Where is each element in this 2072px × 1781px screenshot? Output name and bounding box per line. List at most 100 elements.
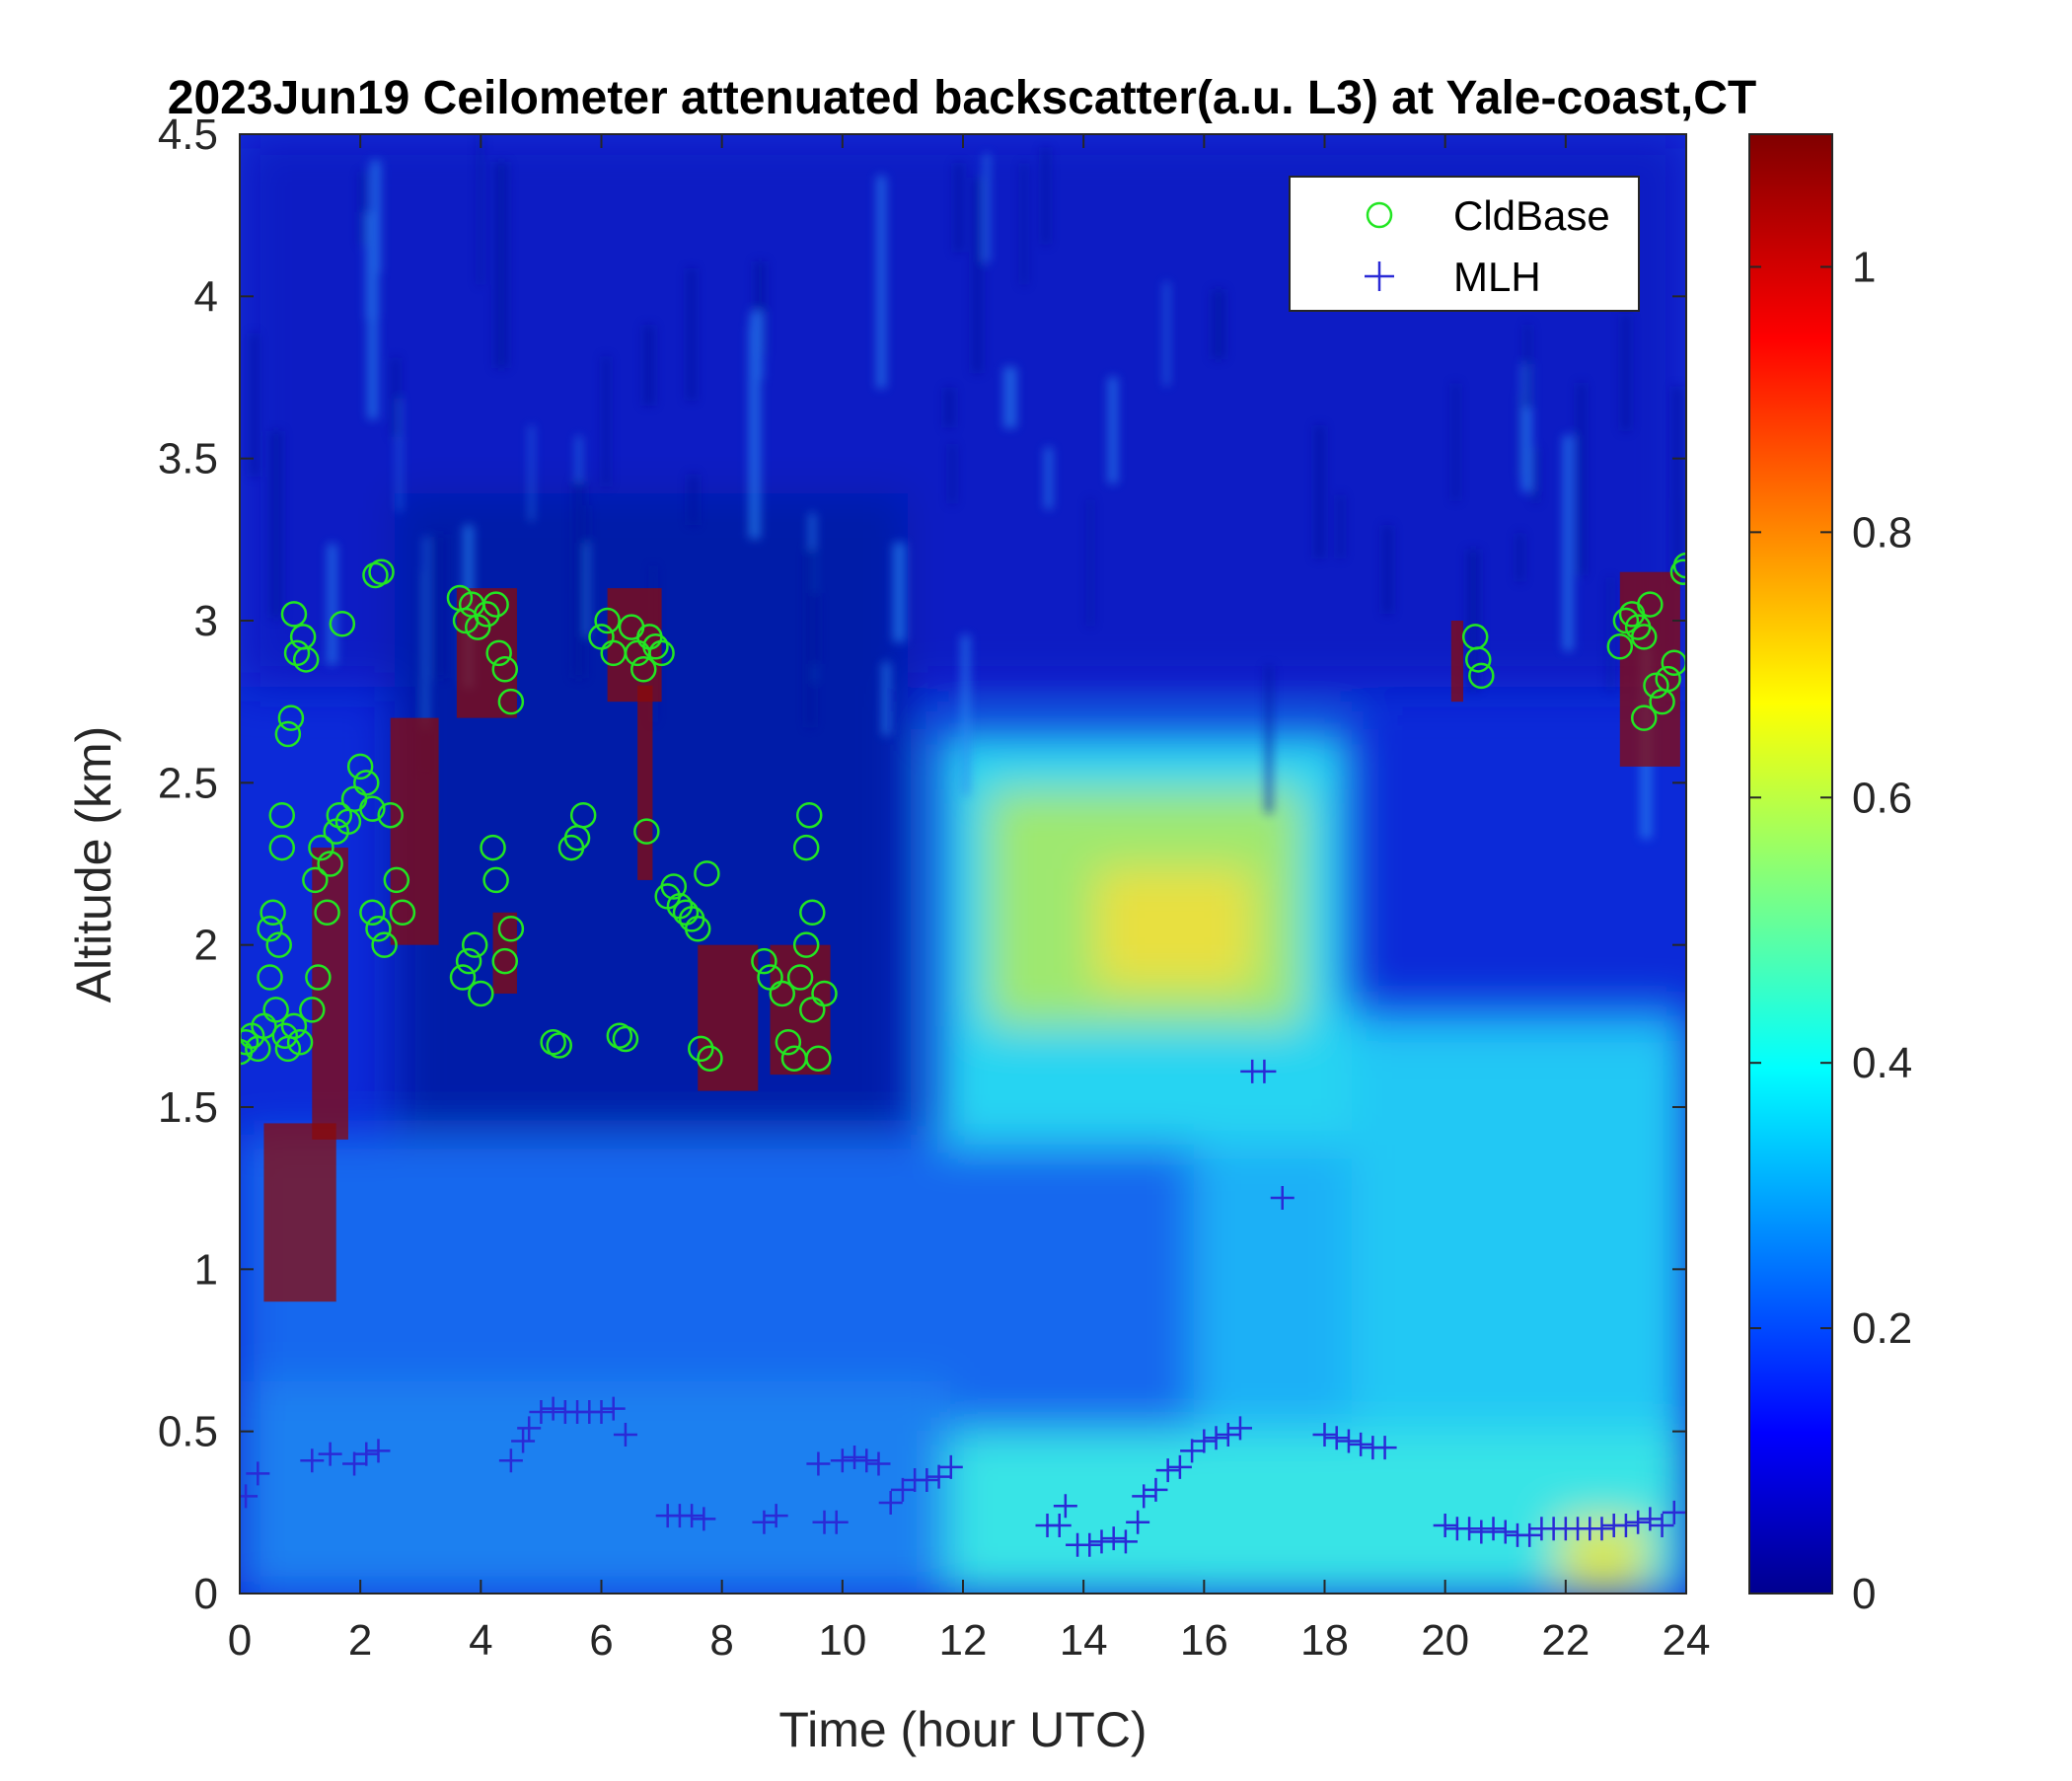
heatmap-streak — [1607, 577, 1613, 691]
cldbase-point — [308, 834, 334, 861]
mlh-point — [342, 1451, 367, 1476]
cldbase-point — [786, 964, 814, 991]
heatmap-streak — [1466, 549, 1480, 691]
heatmap-streak — [805, 549, 815, 728]
x-tick-label: 4 — [469, 1616, 492, 1665]
heatmap-surface-morning — [240, 1381, 950, 1594]
cldbase-point — [633, 818, 660, 845]
heatmap-streak — [1577, 382, 1586, 576]
cldbase-point — [455, 947, 482, 975]
y-tick-label: 0.5 — [158, 1408, 218, 1456]
cldbase-point — [648, 639, 675, 667]
x-tick-label: 24 — [1663, 1616, 1711, 1665]
mlh-point — [246, 1461, 270, 1486]
cldbase-point — [449, 964, 477, 991]
cldbase-point — [1630, 624, 1658, 650]
heatmap-streak — [1532, 448, 1539, 503]
heatmap-streak — [882, 662, 891, 736]
heatmap-streak — [478, 134, 483, 285]
cldbase-point — [377, 801, 404, 829]
mlh-point — [806, 1451, 831, 1476]
y-tick-label: 1.5 — [158, 1083, 218, 1132]
heatmap-streak — [1520, 363, 1532, 492]
cldbase-point — [268, 801, 296, 829]
cldbase-point — [283, 639, 311, 667]
heatmap-streak — [1524, 324, 1531, 408]
cldbase-point — [461, 931, 488, 958]
heatmap-streak — [892, 542, 907, 642]
x-tick-label: 12 — [939, 1616, 988, 1665]
cldbase-point — [299, 997, 326, 1023]
cldbase-point — [346, 753, 374, 780]
colorbar-tick-label: 0.4 — [1852, 1039, 1912, 1087]
heatmap-streak — [1003, 367, 1017, 428]
cldbase-point — [694, 860, 720, 887]
mlh-point — [1517, 1522, 1542, 1547]
heatmap-streak — [748, 326, 761, 540]
mlh-point — [589, 1399, 614, 1424]
cldbase-point — [1468, 662, 1495, 690]
cldbase-point — [305, 964, 332, 991]
x-tick-label: 0 — [228, 1616, 252, 1665]
x-axis: 0 2 4 6 8 10 12 14 16 18 20 22 24 — [228, 134, 1711, 1665]
heatmap-streak — [1314, 425, 1325, 559]
cldbase-point — [660, 873, 688, 900]
cldbase-point — [546, 1032, 572, 1059]
chart-title: 2023Jun19 Ceilometer attenuated backscat… — [168, 72, 1756, 124]
backscatter-heatmap — [240, 134, 1686, 1594]
cldbase-point — [497, 688, 525, 715]
heatmap-streak — [494, 162, 509, 369]
legend-mlh-marker — [1365, 261, 1394, 291]
heatmap-streak — [423, 536, 428, 728]
heatmap-streak — [367, 302, 379, 419]
x-tick-label: 18 — [1300, 1616, 1349, 1665]
mlh-point — [1132, 1484, 1156, 1509]
mlh-point — [692, 1507, 716, 1531]
mlh-point — [511, 1429, 536, 1453]
mlh-point — [854, 1448, 879, 1473]
mlh-point — [890, 1477, 915, 1502]
heatmap-streak — [327, 544, 337, 665]
cldbase-point — [769, 980, 795, 1007]
cldbase-point — [795, 801, 823, 829]
cldbase-point — [271, 1022, 299, 1049]
heatmap-streak — [954, 163, 964, 253]
mlh-point — [1227, 1416, 1252, 1441]
cldbase-point — [497, 915, 525, 942]
legend-cldbase-label: CldBase — [1453, 192, 1610, 239]
mlh-point — [843, 1445, 867, 1469]
x-tick-label: 16 — [1180, 1616, 1228, 1665]
heatmap-streak — [1452, 383, 1459, 501]
cldbase-point — [326, 801, 353, 829]
cldbase-point — [491, 947, 519, 975]
cldbase-point — [480, 834, 506, 861]
colorbar-tick-label: 0.2 — [1852, 1304, 1912, 1353]
cloud-return — [1450, 621, 1463, 703]
cldbase-point — [1672, 552, 1686, 579]
y-tick-label: 2 — [194, 922, 218, 970]
heatmap-streak — [688, 474, 699, 526]
mlh-point — [1457, 1517, 1482, 1541]
cldbase-point — [792, 834, 820, 861]
heatmap-streak — [602, 356, 610, 486]
cldbase-point — [259, 899, 286, 927]
y-tick-label: 0 — [194, 1570, 218, 1618]
cldbase-point — [642, 633, 669, 660]
cldbase-point — [775, 1029, 802, 1056]
mlh-point — [1053, 1494, 1077, 1519]
heatmap-streak — [1563, 435, 1574, 651]
cldbase-point — [1669, 558, 1686, 585]
cldbase-point — [482, 866, 509, 894]
colorbar-tick-label: 0.6 — [1852, 774, 1912, 822]
mlh-point — [1155, 1458, 1180, 1483]
colorbar-gradient — [1748, 133, 1833, 1595]
mlh-point — [1336, 1429, 1361, 1453]
cldbase-point — [474, 601, 500, 628]
heatmap-streak — [1108, 377, 1118, 484]
cloud-return — [1619, 571, 1680, 767]
cldbase-point — [389, 899, 416, 927]
mlh-point — [878, 1490, 903, 1515]
mlh-point — [1493, 1520, 1517, 1544]
mlh-point — [1180, 1439, 1205, 1463]
